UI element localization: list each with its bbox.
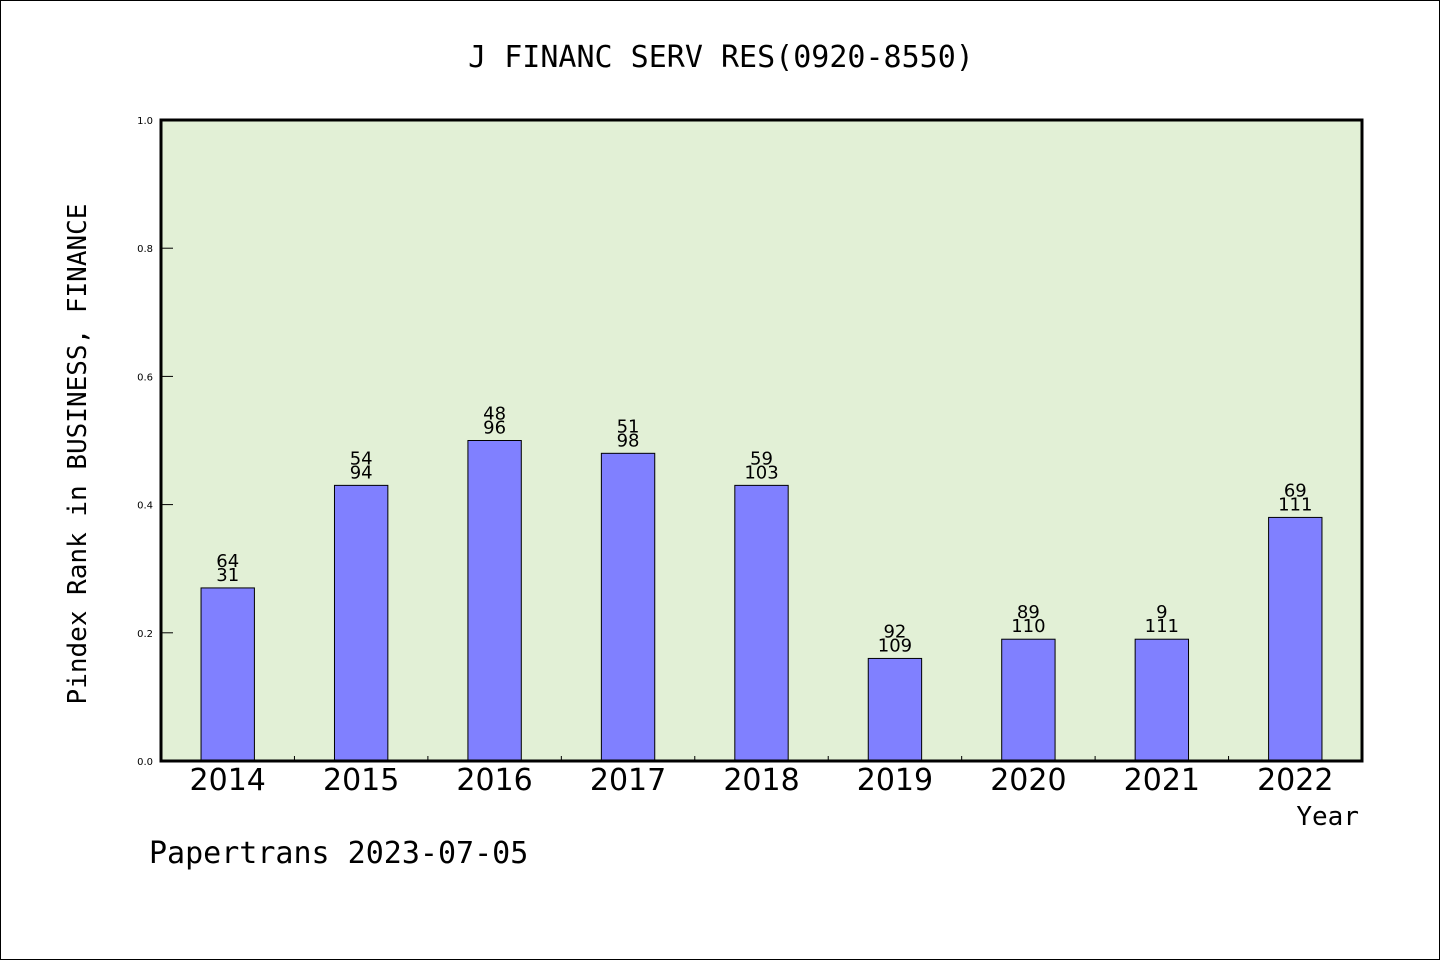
total-label-2015: 94 [350,462,373,483]
y-tick-label: 0.8 [137,244,153,255]
plot-frame [159,118,1364,763]
x-tick-label-2014: 2014 [190,763,266,798]
bar-2018 [734,484,789,762]
rank-label-2015: 54 [350,448,373,469]
rank-label-2022: 69 [1284,480,1307,501]
bar-2014 [200,587,255,762]
x-tick-label-2021: 2021 [1124,763,1200,798]
y-tick-label: 0.0 [137,757,153,768]
y-tick-label: 1.0 [137,116,153,127]
bar-2022 [1268,516,1323,762]
total-label-2020: 110 [1011,616,1045,637]
bar-2020 [1001,638,1056,762]
rank-label-2020: 89 [1017,602,1040,623]
total-label-2022: 111 [1278,494,1312,515]
total-label-2014: 31 [216,565,239,586]
rank-label-2019: 92 [883,621,906,642]
x-tick-label-2016: 2016 [456,763,532,798]
x-tick-label-2022: 2022 [1257,763,1333,798]
y-tick-label: 0.4 [137,501,153,512]
bar-2016 [467,440,522,762]
rank-label-2014: 64 [216,551,239,572]
y-tick-label: 0.6 [137,372,153,383]
rank-label-2017: 51 [617,416,640,437]
rank-label-2021: 9 [1156,602,1167,623]
footer-credit: Papertrans 2023-07-05 [149,836,528,871]
total-label-2019: 109 [878,635,912,656]
total-label-2018: 103 [744,462,778,483]
x-tick-label-2015: 2015 [323,763,399,798]
x-tick-label-2019: 2019 [857,763,933,798]
x-axis-label: Year [1296,802,1359,832]
y-axis-label: Pindex Rank in BUSINESS, FINANCE [63,204,93,705]
bar-2021 [1134,638,1190,762]
bar-2019 [867,657,923,762]
chart-title: J FINANC SERV RES(0920-8550) [468,40,974,75]
x-tick-label-2017: 2017 [590,763,666,798]
x-tick-label-2020: 2020 [990,763,1066,798]
total-label-2016: 96 [483,418,506,439]
total-label-2021: 111 [1145,616,1179,637]
bar-2015 [333,484,389,762]
y-tick-label: 0.2 [137,629,153,640]
bar-2017 [600,452,656,762]
rank-label-2016: 48 [483,404,506,425]
rank-label-2018: 59 [750,448,773,469]
x-tick-label-2018: 2018 [723,763,799,798]
total-label-2017: 98 [617,430,640,451]
